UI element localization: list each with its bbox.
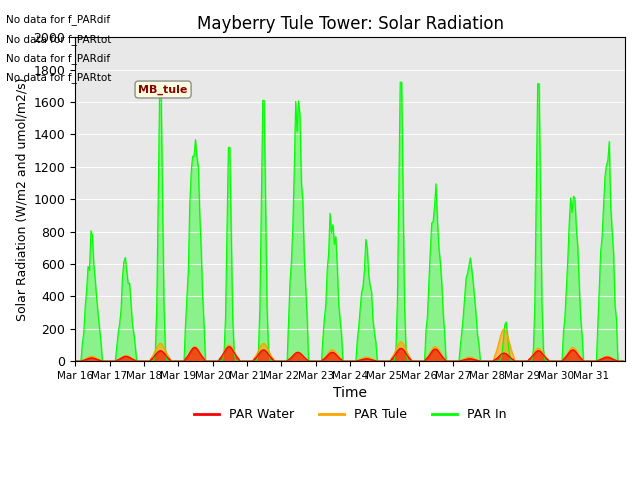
Text: No data for f_PARtot: No data for f_PARtot	[6, 72, 112, 83]
Title: Mayberry Tule Tower: Solar Radiation: Mayberry Tule Tower: Solar Radiation	[196, 15, 504, 33]
Y-axis label: Solar Radiation (W/m2 and umol/m2/s): Solar Radiation (W/m2 and umol/m2/s)	[15, 77, 28, 321]
Text: No data for f_PARdif: No data for f_PARdif	[6, 14, 111, 25]
Text: MB_tule: MB_tule	[138, 84, 188, 95]
Legend: PAR Water, PAR Tule, PAR In: PAR Water, PAR Tule, PAR In	[189, 403, 511, 426]
Text: No data for f_PARdif: No data for f_PARdif	[6, 53, 111, 64]
Text: No data for f_PARtot: No data for f_PARtot	[6, 34, 112, 45]
X-axis label: Time: Time	[333, 386, 367, 400]
